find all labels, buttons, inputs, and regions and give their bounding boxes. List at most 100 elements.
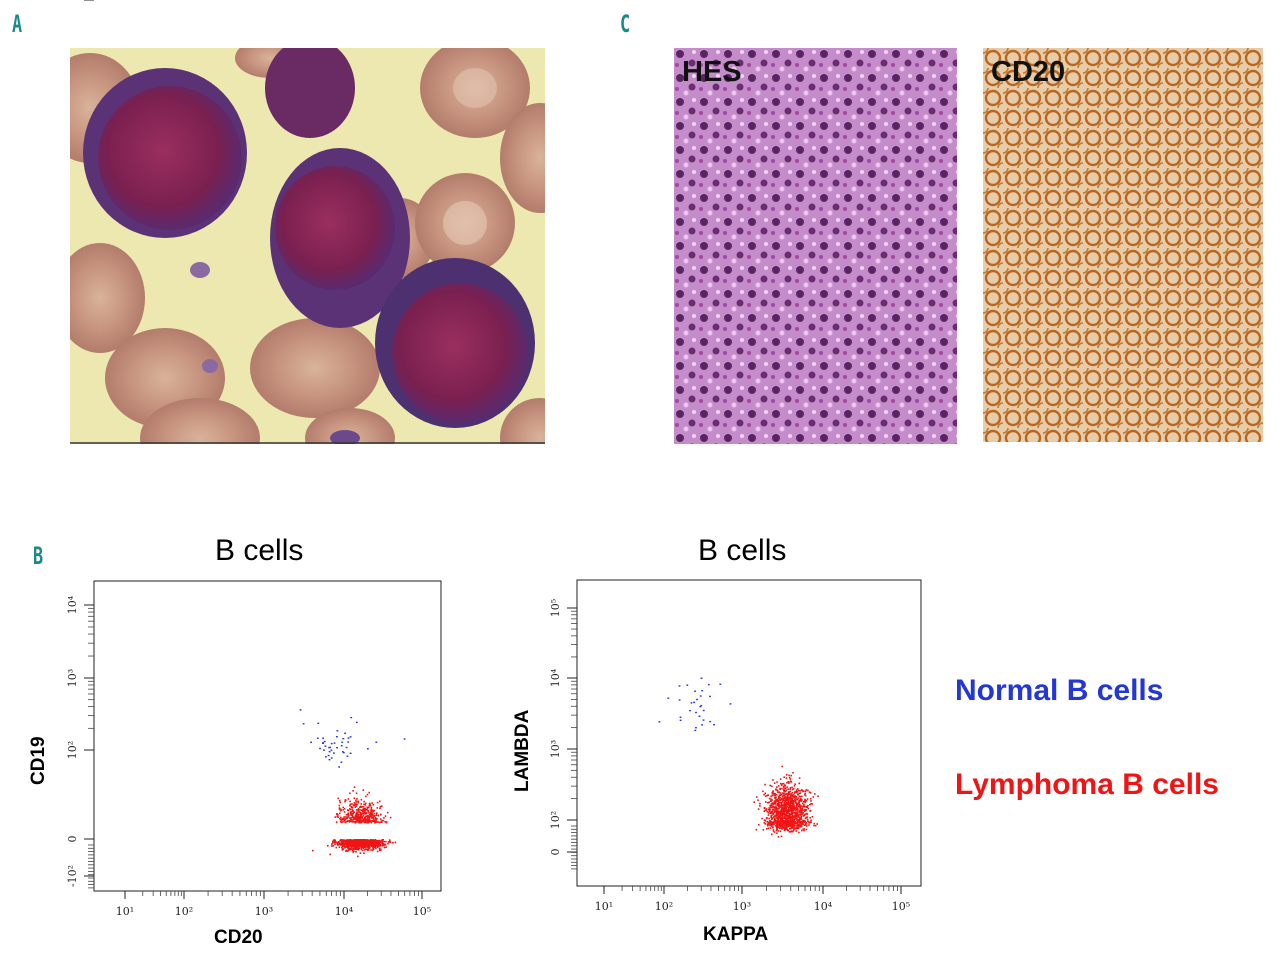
event-point-lymphoma (767, 808, 770, 811)
event-point-lymphoma (792, 787, 795, 790)
event-point-lymphoma (803, 821, 805, 823)
event-point-lymphoma (782, 826, 785, 828)
event-point-lymphoma (811, 816, 814, 818)
event-point-lymphoma (787, 792, 789, 795)
event-point-normal (336, 730, 339, 732)
event-point-lymphoma (364, 807, 367, 810)
event-point-lymphoma (336, 815, 339, 818)
cd20-stain-micrograph: CD20 (983, 48, 1263, 442)
event-point-lymphoma (349, 808, 352, 811)
event-point-lymphoma (798, 795, 801, 798)
event-point-lymphoma (361, 843, 364, 846)
event-point-lymphoma (777, 785, 780, 787)
event-point-lymphoma (794, 791, 796, 793)
event-point-lymphoma (365, 812, 367, 815)
event-point-lymphoma (789, 819, 791, 821)
event-point-lymphoma (800, 815, 803, 817)
event-point-normal (317, 722, 320, 724)
event-point-lymphoma (798, 804, 801, 806)
stain-label-cd20: CD20 (991, 56, 1066, 88)
event-point-lymphoma (769, 820, 772, 822)
plot1-xlabel: CD20 (214, 927, 263, 948)
event-point-lymphoma (796, 806, 798, 808)
event-point-lymphoma (341, 843, 343, 845)
event-point-lymphoma (361, 816, 363, 818)
event-point-normal (707, 683, 710, 686)
event-point-lymphoma (771, 812, 774, 814)
event-point-lymphoma (358, 817, 360, 820)
event-point-lymphoma (789, 803, 791, 805)
event-point-lymphoma (345, 843, 347, 845)
event-point-lymphoma (778, 795, 780, 798)
plot2-y-tick-label: 0 (549, 849, 562, 856)
event-point-lymphoma (809, 792, 812, 794)
event-point-lymphoma (778, 797, 780, 799)
event-point-lymphoma (808, 824, 810, 826)
event-point-lymphoma (380, 839, 383, 842)
event-point-lymphoma (363, 839, 366, 842)
event-point-lymphoma (776, 819, 779, 822)
event-point-lymphoma (388, 839, 391, 841)
event-point-lymphoma (763, 793, 765, 796)
event-point-lymphoma (772, 812, 774, 815)
event-point-lymphoma (774, 803, 776, 805)
event-point-lymphoma (784, 800, 786, 803)
event-point-lymphoma (331, 843, 333, 845)
event-point-lymphoma (367, 846, 369, 849)
event-point-lymphoma (350, 814, 352, 816)
event-point-lymphoma (350, 813, 353, 815)
event-point-lymphoma (790, 823, 793, 826)
event-point-lymphoma (793, 806, 795, 808)
event-point-lymphoma (354, 806, 357, 808)
event-point-lymphoma (791, 820, 793, 822)
event-point-lymphoma (338, 843, 340, 845)
event-point-lymphoma (790, 827, 793, 829)
event-point-lymphoma (785, 824, 788, 826)
legend-lymphoma-b-cells: Lymphoma B cells (955, 768, 1219, 801)
event-point-lymphoma (803, 810, 806, 812)
event-point-lymphoma (357, 817, 359, 819)
event-point-lymphoma (769, 812, 772, 815)
event-point-lymphoma (379, 844, 382, 846)
event-point-lymphoma (370, 849, 372, 851)
event-point-lymphoma (785, 773, 788, 776)
event-point-lymphoma (769, 824, 771, 827)
event-point-lymphoma (363, 803, 365, 806)
event-point-normal (375, 741, 378, 743)
event-point-lymphoma (787, 797, 790, 799)
event-point-lymphoma (799, 813, 801, 815)
event-point-lymphoma (349, 848, 351, 850)
event-point-lymphoma (766, 828, 768, 830)
event-point-lymphoma (783, 799, 786, 801)
event-point-lymphoma (782, 805, 785, 807)
event-point-lymphoma (784, 787, 787, 789)
event-point-lymphoma (363, 800, 365, 803)
event-point-lymphoma (812, 796, 814, 798)
event-point-lymphoma (801, 799, 803, 801)
event-point-lymphoma (776, 803, 779, 805)
event-point-lymphoma (778, 807, 780, 810)
event-point-lymphoma (779, 830, 782, 833)
event-point-lymphoma (356, 840, 359, 842)
event-point-normal (327, 754, 330, 757)
plot2-x-tick-label: 10² (655, 900, 673, 913)
plot1-title: B cells (215, 534, 304, 567)
event-point-lymphoma (357, 820, 359, 822)
plot2-x-tick-label: 10³ (733, 900, 751, 913)
event-point-lymphoma (772, 823, 774, 825)
event-point-lymphoma (791, 812, 794, 814)
event-point-lymphoma (346, 813, 349, 816)
plot1-frame (93, 580, 442, 892)
event-point-lymphoma (344, 844, 346, 846)
event-point-lymphoma (384, 815, 387, 817)
event-point-lymphoma (372, 840, 374, 842)
event-point-lymphoma (803, 809, 805, 811)
event-point-lymphoma (806, 818, 809, 821)
event-point-lymphoma (779, 824, 782, 826)
event-point-lymphoma (384, 820, 386, 823)
event-point-lymphoma (368, 791, 370, 794)
event-point-lymphoma (779, 796, 781, 799)
event-point-lymphoma (362, 842, 365, 845)
event-point-lymphoma (762, 829, 765, 831)
event-point-lymphoma (350, 816, 353, 819)
